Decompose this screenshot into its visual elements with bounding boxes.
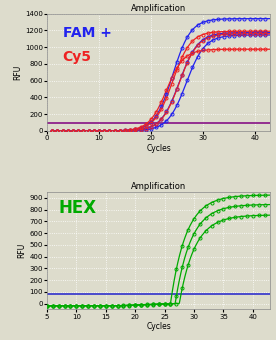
Text: Cy5: Cy5 — [63, 50, 92, 64]
Text: FAM +: FAM + — [63, 26, 112, 40]
Text: HEX: HEX — [58, 199, 96, 217]
X-axis label: Cycles: Cycles — [146, 144, 171, 153]
X-axis label: Cycles: Cycles — [146, 322, 171, 332]
Y-axis label: RFU: RFU — [17, 243, 26, 258]
Title: Amplification: Amplification — [131, 4, 186, 13]
Y-axis label: RFU: RFU — [13, 65, 22, 80]
Title: Amplification: Amplification — [131, 182, 186, 191]
